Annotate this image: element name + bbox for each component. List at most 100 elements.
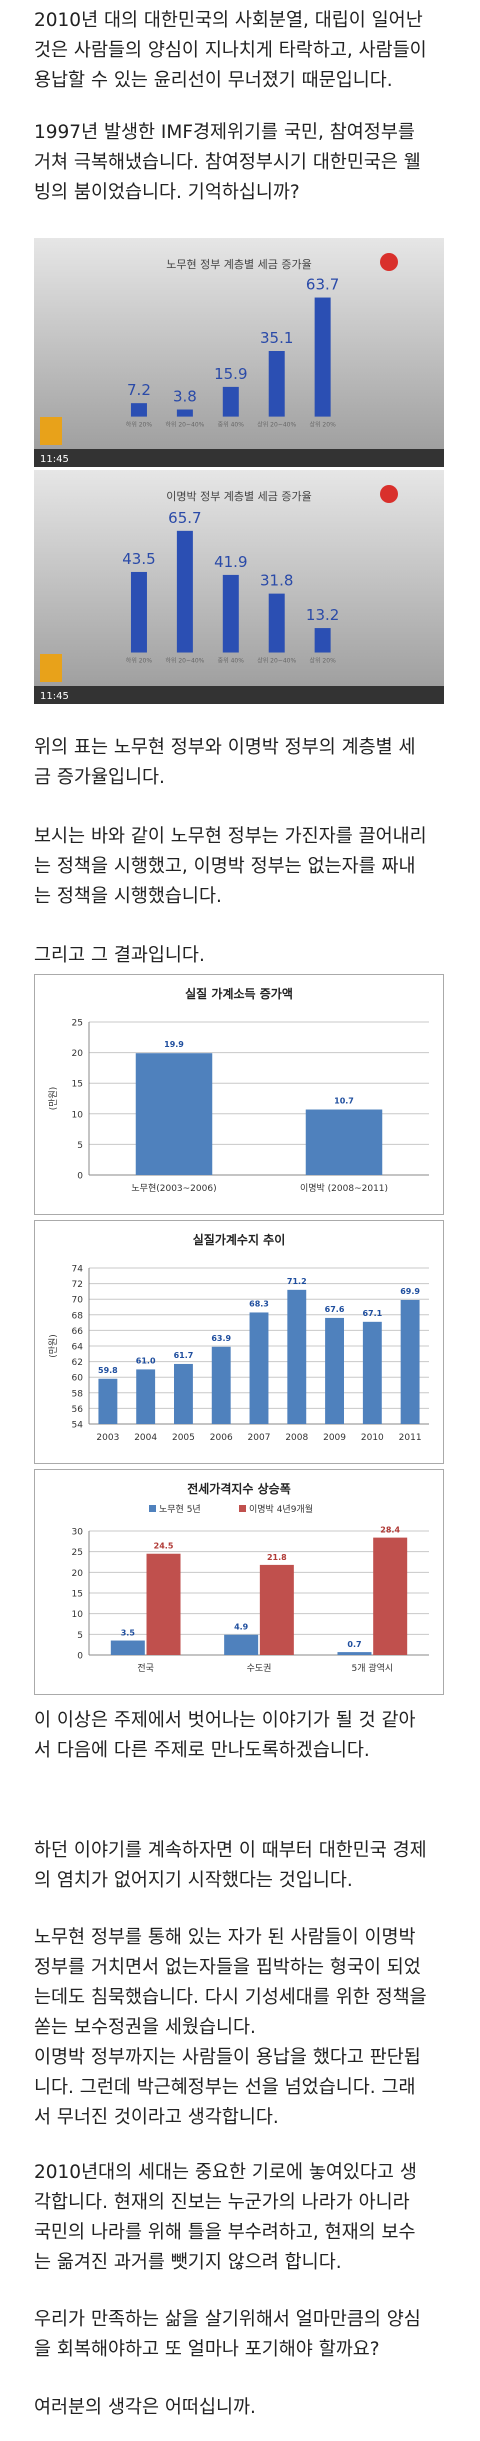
text-line: 하던 이야기를 계속하자면 이 때부터 대한민국 경제 [34, 1840, 427, 1861]
text-line: 2010년대의 세대는 중요한 기로에 놓여있다고 생 [34, 2162, 417, 2183]
text-line: 거쳐 극복해냈습니다. 참여정부시기 대한민국은 웰 [34, 152, 421, 173]
chart: 노무현 정부 계층별 세금 증가율 7.2 하위 20% 3.8 하위 20~40% 15… [34, 238, 444, 467]
text-line: 니다. 그런데 박근혜정부는 선을 넘었습니다. 그래 [34, 2077, 416, 2098]
value-label: 24.5 [154, 1542, 174, 1551]
background [34, 470, 444, 704]
value-label: 10.7 [334, 1097, 354, 1106]
x-tick-label: 2007 [248, 1433, 271, 1443]
x-tick-label: 이명박 (2008~2011) [300, 1183, 388, 1194]
bar [176, 530, 193, 653]
bar [373, 1537, 408, 1655]
y-tick-label: 30 [72, 1528, 84, 1538]
paragraph: 2010년 대의 대한민국의 사회분열, 대립이 일어난 것은 사람들의 양심이 … [34, 6, 427, 96]
paragraph: 보시는 바와 같이 노무현 정부는 가진자를 끌어내리 는 정책을 시행했고, 이… [34, 822, 427, 912]
logo-box [40, 654, 62, 682]
y-tick-label: 15 [72, 1590, 83, 1600]
x-tick-label: 2003 [96, 1433, 119, 1443]
bar [325, 1317, 344, 1424]
text-line: 노무현 정부를 통해 있는 자가 된 사람들이 이명박 [34, 1927, 416, 1948]
bar [268, 593, 285, 653]
bar [222, 574, 239, 653]
y-tick-label: 60 [72, 1374, 84, 1384]
chart-title: 노무현 정부 계층별 세금 증가율 [166, 258, 312, 271]
bar [224, 1634, 259, 1655]
logo-box [40, 417, 62, 445]
logo [380, 253, 398, 271]
bar [130, 403, 147, 417]
chart-title: 실질 가계소득 증가액 [185, 986, 293, 1001]
text-line: 는데도 침묵했습니다. 다시 기성세대를 위한 정책을 [34, 1987, 427, 2008]
value-label: 21.8 [267, 1553, 287, 1562]
text-line: 용납할 수 있는 윤리선이 무너졌기 때문입니다. [34, 70, 393, 91]
x-tick-label: 2011 [399, 1433, 422, 1443]
category-label: 중위 40% [218, 421, 245, 429]
category-label: 하위 20% [126, 657, 153, 665]
bar [98, 1378, 118, 1424]
x-tick-label: 수도권 [247, 1662, 272, 1674]
bar [174, 1363, 193, 1424]
paragraph: 여러분의 생각은 어떠십니까. [34, 2393, 256, 2423]
ticker-bar [34, 449, 444, 467]
y-tick-label: 20 [72, 1049, 84, 1059]
text-line: 금 증가율입니다. [34, 767, 165, 788]
ticker-bar [34, 686, 444, 704]
bar [146, 1553, 181, 1655]
value-label: 15.9 [214, 365, 247, 383]
text-line: 보시는 바와 같이 노무현 정부는 가진자를 끌어내리 [34, 826, 427, 847]
bar [249, 1312, 269, 1424]
value-label: 0.7 [347, 1640, 361, 1649]
text-line: 여러분의 생각은 어떠십니까. [34, 2397, 256, 2418]
frame [34, 1220, 444, 1464]
chart-title: 이명박 정부 계층별 세금 증가율 [166, 490, 312, 503]
y-tick-label: 72 [72, 1280, 83, 1290]
y-tick-label: 5 [77, 1141, 83, 1151]
y-tick-label: 68 [72, 1311, 84, 1321]
text-line: 위의 표는 노무현 정부와 이명박 정부의 계층별 세 [34, 737, 416, 758]
category-label: 하위 20~40% [165, 421, 204, 429]
bar [176, 409, 193, 417]
value-label: 68.3 [249, 1299, 269, 1308]
text-line: 을 회복해야하고 또 얼마나 포기해야 할까요? [34, 2339, 380, 2360]
ticker-time: 11:45 [40, 691, 69, 702]
text-line: 는 옮겨진 과거를 뺏기지 않으려 합니다. [34, 2252, 342, 2273]
category-label: 중위 40% [218, 657, 245, 665]
value-label: 3.8 [173, 388, 197, 406]
legend-swatch [239, 1505, 246, 1512]
category-label: 상위 20~40% [257, 421, 296, 429]
text-line: 쏟는 보수정권을 세웠습니다. [34, 2017, 256, 2038]
text-line: 이명박 정부까지는 사람들이 용납을 했다고 판단됩 [34, 2047, 421, 2068]
category-label: 상위 20% [309, 657, 336, 665]
bar [362, 1321, 382, 1424]
value-label: 4.9 [234, 1623, 249, 1632]
background [34, 238, 444, 467]
value-label: 28.4 [380, 1526, 400, 1535]
y-tick-label: 64 [72, 1343, 84, 1353]
chart-title: 실질가계수지 추이 [193, 1232, 286, 1247]
y-tick-label: 20 [72, 1569, 84, 1579]
paragraph: 이 이상은 주제에서 벗어나는 이야기가 될 것 같아 서 다음에 다른 주제로 … [34, 1706, 416, 1766]
y-tick-label: 66 [72, 1327, 84, 1337]
chart: 실질 가계소득 증가액 0 5 10 15 20 25 (만원) 노무현(2003~2006) 이… [34, 974, 444, 1215]
x-tick-label: 전국 [137, 1663, 154, 1674]
value-label: 41.9 [214, 553, 247, 571]
y-tick-label: 70 [72, 1296, 84, 1306]
value-label: 67.1 [362, 1309, 382, 1318]
y-tick-label: 56 [72, 1405, 84, 1415]
y-axis-label: (만원) [48, 1087, 59, 1111]
text-line: 정부를 거치면서 없는자들을 핍박하는 형국이 되었 [34, 1957, 421, 1978]
x-tick-label: 2009 [323, 1433, 346, 1443]
paragraph: 하던 이야기를 계속하자면 이 때부터 대한민국 경제 의 염치가 없어지기 시작… [34, 1836, 427, 1896]
value-label: 7.2 [127, 381, 151, 399]
bar [211, 1346, 231, 1424]
value-label: 65.7 [168, 509, 201, 527]
text-line: 서 무너진 것이라고 생각합니다. [34, 2107, 279, 2128]
bar [136, 1369, 156, 1424]
x-tick-label: 2008 [285, 1433, 308, 1443]
value-label: 31.8 [260, 572, 293, 590]
value-label: 63.9 [211, 1334, 231, 1343]
value-label: 61.0 [136, 1356, 156, 1365]
text-line: 것은 사람들의 양심이 지나치게 타락하고, 사람들이 [34, 40, 427, 61]
